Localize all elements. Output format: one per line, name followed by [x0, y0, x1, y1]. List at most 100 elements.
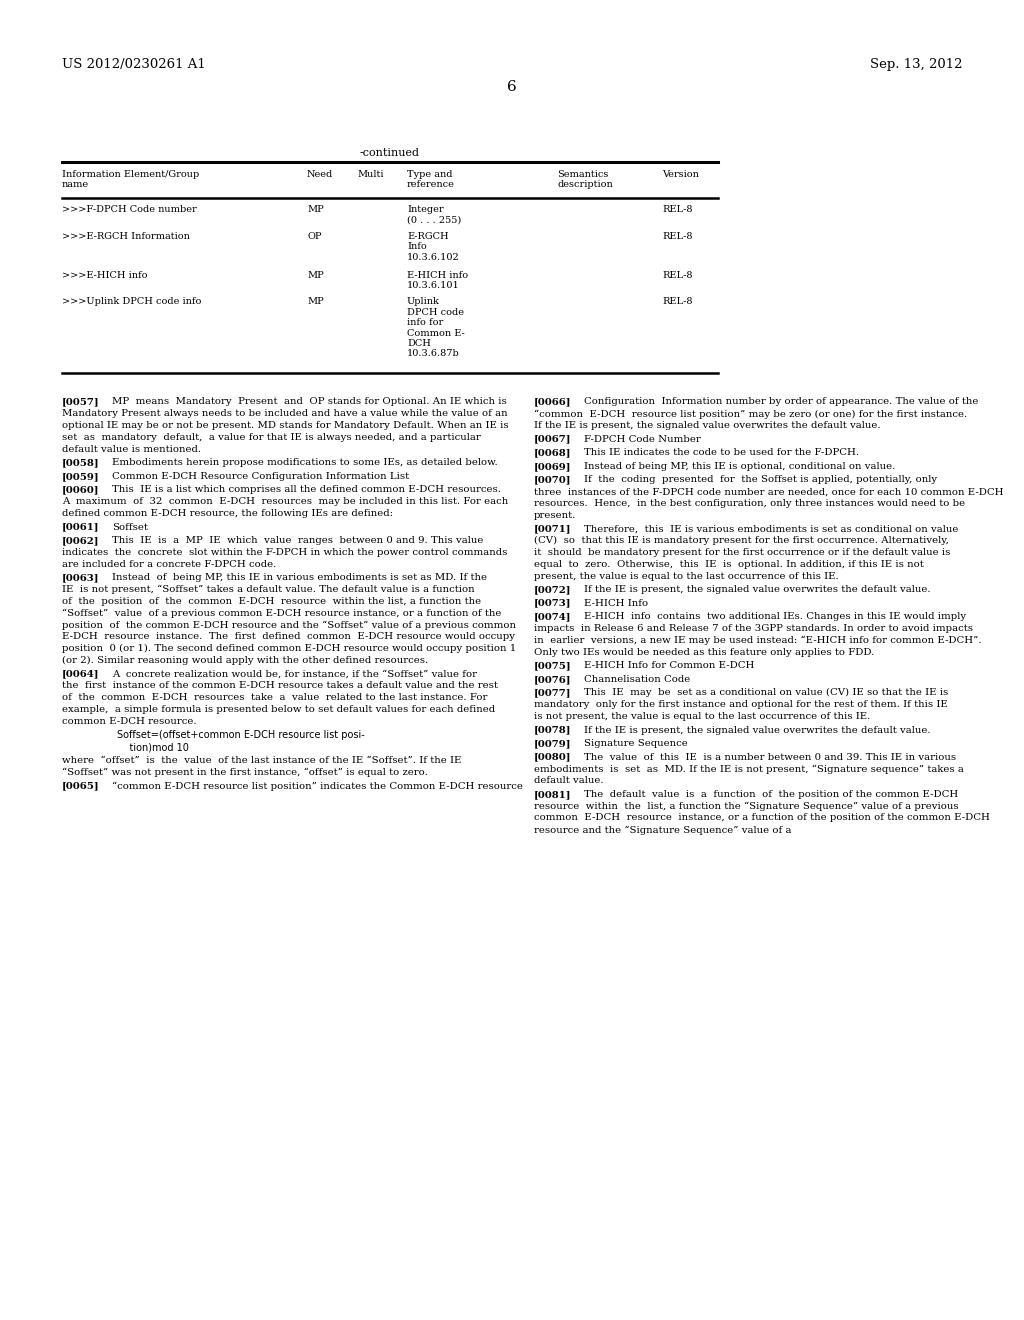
Text: If the IE is present, the signaled value overwrites the default value.: If the IE is present, the signaled value…: [534, 421, 881, 430]
Text: resource  within  the  list, a function the “Signature Sequence” value of a prev: resource within the list, a function the…: [534, 801, 958, 810]
Text: [0074]: [0074]: [534, 612, 571, 622]
Text: [0063]: [0063]: [62, 573, 99, 582]
Text: position  of  the common E-DCH resource and the “Soffset” value of a previous co: position of the common E-DCH resource an…: [62, 620, 516, 630]
Text: MP: MP: [307, 271, 324, 280]
Text: MP: MP: [307, 205, 324, 214]
Text: [0061]: [0061]: [62, 523, 99, 532]
Text: REL-8: REL-8: [662, 205, 692, 214]
Text: Signature Sequence: Signature Sequence: [585, 739, 688, 748]
Text: OP: OP: [307, 232, 322, 242]
Text: “common  E-DCH  resource list position” may be zero (or one) for the first insta: “common E-DCH resource list position” ma…: [534, 409, 968, 418]
Text: Version: Version: [662, 170, 698, 180]
Text: REL-8: REL-8: [662, 297, 692, 306]
Text: embodiments  is  set  as  MD. If the IE is not present, “Signature sequence” tak: embodiments is set as MD. If the IE is n…: [534, 764, 964, 774]
Text: [0071]: [0071]: [534, 524, 571, 533]
Text: common E-DCH resource.: common E-DCH resource.: [62, 717, 197, 726]
Text: E-HICH  info  contains  two additional IEs. Changes in this IE would imply: E-HICH info contains two additional IEs.…: [585, 612, 967, 622]
Text: Therefore,  this  IE is various embodiments is set as conditional on value: Therefore, this IE is various embodiment…: [585, 524, 958, 533]
Text: “Soffset”  value  of a previous common E-DCH resource instance, or a function of: “Soffset” value of a previous common E-D…: [62, 609, 502, 618]
Text: mandatory  only for the first instance and optional for the rest of them. If thi: mandatory only for the first instance an…: [534, 700, 948, 709]
Text: MP  means  Mandatory  Present  and  OP stands for Optional. An IE which is: MP means Mandatory Present and OP stands…: [113, 397, 507, 407]
Text: are included for a concrete F-DPCH code.: are included for a concrete F-DPCH code.: [62, 560, 276, 569]
Text: If the IE is present, the signaled value overwrites the default value.: If the IE is present, the signaled value…: [585, 585, 931, 594]
Text: [0067]: [0067]: [534, 434, 571, 444]
Text: E-DCH  resource  instance.  The  first  defined  common  E-DCH resource would oc: E-DCH resource instance. The first defin…: [62, 632, 515, 642]
Text: >>>E-RGCH Information: >>>E-RGCH Information: [62, 232, 189, 242]
Text: [0062]: [0062]: [62, 536, 99, 545]
Text: [0072]: [0072]: [534, 585, 571, 594]
Text: -continued: -continued: [360, 148, 420, 158]
Text: [0058]: [0058]: [62, 458, 99, 467]
Text: [0081]: [0081]: [534, 789, 571, 799]
Text: Multi: Multi: [357, 170, 384, 180]
Text: F-DPCH Code Number: F-DPCH Code Number: [585, 434, 701, 444]
Text: E-HICH Info for Common E-DCH: E-HICH Info for Common E-DCH: [585, 661, 755, 671]
Text: “common E-DCH resource list position” indicates the Common E-DCH resource: “common E-DCH resource list position” in…: [113, 781, 523, 791]
Text: [0069]: [0069]: [534, 462, 571, 471]
Text: REL-8: REL-8: [662, 232, 692, 242]
Text: example,  a simple formula is presented below to set default values for each def: example, a simple formula is presented b…: [62, 705, 496, 714]
Text: of  the  common  E-DCH  resources  take  a  value  related to the last instance.: of the common E-DCH resources take a val…: [62, 693, 487, 702]
Text: E-HICH Info: E-HICH Info: [585, 599, 648, 607]
Text: This  IE  may  be  set as a conditional on value (CV) IE so that the IE is: This IE may be set as a conditional on v…: [585, 688, 949, 697]
Text: tion)mod 10: tion)mod 10: [117, 742, 188, 752]
Text: defined common E-DCH resource, the following IEs are defined:: defined common E-DCH resource, the follo…: [62, 510, 393, 517]
Text: default value.: default value.: [534, 776, 603, 785]
Text: [0080]: [0080]: [534, 752, 571, 762]
Text: present.: present.: [534, 511, 577, 520]
Text: Semantics
description: Semantics description: [557, 170, 612, 189]
Text: three  instances of the F-DPCH code number are needed, once for each 10 common E: three instances of the F-DPCH code numbe…: [534, 487, 1004, 496]
Text: indicates  the  concrete  slot within the F-DPCH in which the power control comm: indicates the concrete slot within the F…: [62, 548, 507, 557]
Text: Configuration  Information number by order of appearance. The value of the: Configuration Information number by orde…: [585, 397, 979, 407]
Text: REL-8: REL-8: [662, 271, 692, 280]
Text: This  IE  is  a  MP  IE  which  value  ranges  between 0 and 9. This value: This IE is a MP IE which value ranges be…: [113, 536, 484, 545]
Text: Common E-DCH Resource Configuration Information List: Common E-DCH Resource Configuration Info…: [113, 471, 410, 480]
Text: [0068]: [0068]: [534, 449, 571, 457]
Text: MP: MP: [307, 297, 324, 306]
Text: >>>F-DPCH Code number: >>>F-DPCH Code number: [62, 205, 197, 214]
Text: Uplink
DPCH code
info for
Common E-
DCH
10.3.6.87b: Uplink DPCH code info for Common E- DCH …: [407, 297, 465, 359]
Text: Sep. 13, 2012: Sep. 13, 2012: [869, 58, 962, 71]
Text: E-HICH info
10.3.6.101: E-HICH info 10.3.6.101: [407, 271, 468, 290]
Text: is not present, the value is equal to the last occurrence of this IE.: is not present, the value is equal to th…: [534, 711, 870, 721]
Text: Instead  of  being MP, this IE in various embodiments is set as MD. If the: Instead of being MP, this IE in various …: [113, 573, 487, 582]
Text: [0079]: [0079]: [534, 739, 571, 748]
Text: common  E-DCH  resource  instance, or a function of the position of the common E: common E-DCH resource instance, or a fun…: [534, 813, 990, 822]
Text: resources.  Hence,  in the best configuration, only three instances would need t: resources. Hence, in the best configurat…: [534, 499, 966, 508]
Text: set  as  mandatory  default,  a value for that IE is always needed, and a partic: set as mandatory default, a value for th…: [62, 433, 480, 442]
Text: Soffset=(offset+common E-DCH resource list posi-: Soffset=(offset+common E-DCH resource li…: [117, 730, 365, 741]
Text: (CV)  so  that this IE is mandatory present for the first occurrence. Alternativ: (CV) so that this IE is mandatory presen…: [534, 536, 949, 545]
Text: default value is mentioned.: default value is mentioned.: [62, 445, 201, 454]
Text: [0077]: [0077]: [534, 688, 571, 697]
Text: in  earlier  versions, a new IE may be used instead: “E-HICH info for common E-D: in earlier versions, a new IE may be use…: [534, 636, 982, 645]
Text: the  first  instance of the common E-DCH resource takes a default value and the : the first instance of the common E-DCH r…: [62, 681, 498, 690]
Text: Embodiments herein propose modifications to some IEs, as detailed below.: Embodiments herein propose modifications…: [113, 458, 499, 467]
Text: Instead of being MP, this IE is optional, conditional on value.: Instead of being MP, this IE is optional…: [585, 462, 896, 471]
Text: [0075]: [0075]: [534, 661, 571, 671]
Text: equal  to  zero.  Otherwise,  this  IE  is  optional. In addition, if this IE is: equal to zero. Otherwise, this IE is opt…: [534, 560, 924, 569]
Text: IE  is not present, “Soffset” takes a default value. The default value is a func: IE is not present, “Soffset” takes a def…: [62, 585, 475, 594]
Text: Need: Need: [307, 170, 333, 180]
Text: [0060]: [0060]: [62, 486, 99, 495]
Text: Information Element/Group
name: Information Element/Group name: [62, 170, 200, 189]
Text: position  0 (or 1). The second defined common E-DCH resource would occupy positi: position 0 (or 1). The second defined co…: [62, 644, 516, 653]
Text: The  default  value  is  a  function  of  the position of the common E-DCH: The default value is a function of the p…: [585, 789, 958, 799]
Text: (or 2). Similar reasoning would apply with the other defined resources.: (or 2). Similar reasoning would apply wi…: [62, 656, 428, 665]
Text: This  IE is a list which comprises all the defined common E-DCH resources.: This IE is a list which comprises all th…: [113, 486, 502, 495]
Text: Mandatory Present always needs to be included and have a value while the value o: Mandatory Present always needs to be inc…: [62, 409, 508, 418]
Text: impacts  in Release 6 and Release 7 of the 3GPP standards. In order to avoid imp: impacts in Release 6 and Release 7 of th…: [534, 624, 973, 634]
Text: optional IE may be or not be present. MD stands for Mandatory Default. When an I: optional IE may be or not be present. MD…: [62, 421, 509, 430]
Text: A  concrete realization would be, for instance, if the “Soffset” value for: A concrete realization would be, for ins…: [113, 669, 477, 678]
Text: [0059]: [0059]: [62, 471, 99, 480]
Text: This IE indicates the code to be used for the F-DPCH.: This IE indicates the code to be used fo…: [585, 449, 859, 457]
Text: Type and
reference: Type and reference: [407, 170, 455, 189]
Text: [0064]: [0064]: [62, 669, 99, 678]
Text: E-RGCH
Info
10.3.6.102: E-RGCH Info 10.3.6.102: [407, 232, 460, 261]
Text: A  maximum  of  32  common  E-DCH  resources  may be included in this list. For : A maximum of 32 common E-DCH resources m…: [62, 498, 508, 506]
Text: [0070]: [0070]: [534, 475, 571, 484]
Text: where  “offset”  is  the  value  of the last instance of the IE “Soffset”. If th: where “offset” is the value of the last …: [62, 756, 462, 766]
Text: [0078]: [0078]: [534, 726, 571, 734]
Text: “Soffset” was not present in the first instance, “offset” is equal to zero.: “Soffset” was not present in the first i…: [62, 768, 428, 777]
Text: resource and the “Signature Sequence” value of a: resource and the “Signature Sequence” va…: [534, 825, 792, 834]
Text: of  the  position  of  the  common  E-DCH  resource  within the list, a function: of the position of the common E-DCH reso…: [62, 597, 481, 606]
